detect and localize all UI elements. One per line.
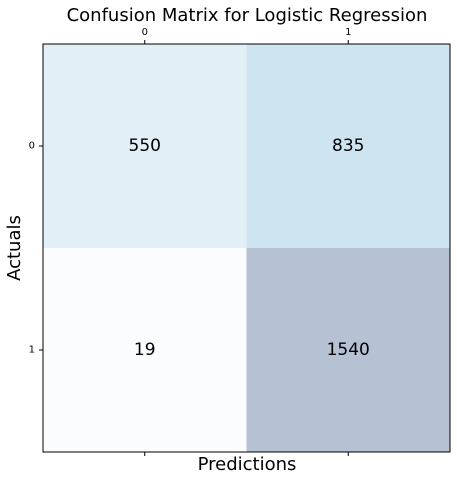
y-axis-label: Actuals <box>4 215 25 281</box>
axis-ticks: 0 1 0 1 <box>29 27 351 456</box>
y-tick-label-0: 0 <box>29 141 35 152</box>
x-axis-label: Predictions <box>198 454 297 475</box>
cell-value-1-1: 1540 <box>327 340 370 360</box>
heatmap-cell-1-1 <box>246 248 450 452</box>
heatmap-cell-0-1 <box>246 44 450 248</box>
cell-value-1-0: 19 <box>134 340 156 360</box>
x-tick-label-1: 1 <box>345 27 351 38</box>
y-tick-label-1: 1 <box>29 345 35 356</box>
heatmap-cell-1-0 <box>43 248 247 452</box>
x-tick-label-0: 0 <box>142 27 148 38</box>
cell-value-0-0: 550 <box>129 136 161 156</box>
heatmap-cells: 550 835 19 1540 <box>43 44 450 452</box>
cell-value-0-1: 835 <box>332 136 364 156</box>
heatmap-cell-0-0 <box>43 44 247 248</box>
chart-title: Confusion Matrix for Logistic Regression <box>67 5 428 26</box>
plot-frame <box>42 43 451 453</box>
